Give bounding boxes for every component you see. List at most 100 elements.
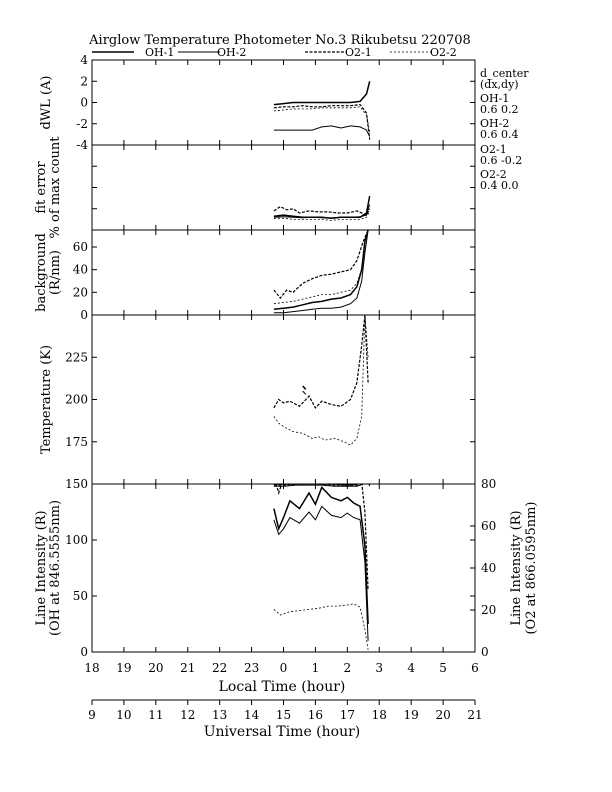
- x-tick-label: 5: [439, 661, 447, 675]
- series-line-oh-2: [273, 484, 371, 487]
- legend-label: O2-2: [430, 46, 457, 59]
- y-tick-label-right: 40: [481, 561, 496, 575]
- x-tick-label: 22: [212, 661, 227, 675]
- series-line-o2-1: [273, 315, 369, 409]
- series-line-oh-1: [302, 385, 307, 390]
- y-tick-label-right: 20: [481, 603, 496, 617]
- y-axis-label: (OH at 846.5555nm): [48, 500, 63, 636]
- x2-tick-label: 18: [372, 708, 387, 722]
- side-info-text: (dx,dy): [480, 78, 519, 91]
- x-tick-label: 2: [344, 661, 352, 675]
- y-tick-label: 150: [65, 477, 88, 491]
- y-axis-label: % of max count: [48, 136, 63, 239]
- x-tick-label: 4: [407, 661, 415, 675]
- panel-bg: 0 20 40 60 background (R/nm): [34, 229, 476, 322]
- y-tick-label: -2: [76, 117, 88, 131]
- x2-tick-label: 11: [148, 708, 163, 722]
- side-info-text: OH-1: [480, 92, 509, 105]
- y-tick-label-right: 80: [481, 477, 496, 491]
- y-axis-label: Line Intensity (R): [34, 510, 49, 625]
- legend-label: OH-2: [217, 46, 246, 59]
- side-info-text: OH-2: [480, 117, 509, 130]
- y-tick-label: 0: [80, 645, 88, 659]
- panel-temp: 175 200 225 Temperature (K): [39, 314, 476, 485]
- y-axis-label: dWL (A): [39, 76, 54, 130]
- x2-tick-label: 15: [276, 708, 291, 722]
- series-line-oh-1: [273, 486, 369, 625]
- y-tick-label: 50: [73, 589, 88, 603]
- side-info-text: 0.6 -0.2: [480, 154, 522, 167]
- panel-frame: [91, 59, 476, 146]
- x-axis-label: Local Time (hour): [219, 679, 346, 695]
- y-tick-label: 4: [80, 53, 88, 67]
- side-info-text: O2-2: [480, 168, 507, 181]
- panel-dwl: -4 -2 0 2 4 dWL (A): [39, 53, 476, 152]
- panel-fit: fit error% of max count: [34, 136, 476, 239]
- x-tick-label: 1: [312, 661, 320, 675]
- legend: OH-1 OH-2 O2-1 O2-2: [92, 46, 457, 59]
- y-tick-label-right: 60: [481, 519, 496, 533]
- x-tick-label: 6: [471, 661, 479, 675]
- side-info-text: 0.6 0.4: [480, 128, 518, 141]
- panel-frame: [91, 483, 476, 653]
- x2-tick-label: 20: [435, 708, 450, 722]
- y-tick-label: 0: [80, 308, 88, 322]
- x-axis-universal: 9 10 11 12 13 14 15 16 17 18 19 20 21: [88, 699, 483, 722]
- x-tick-label: 3: [375, 661, 383, 675]
- legend-label: OH-1: [145, 46, 174, 59]
- x-tick-label: 23: [244, 661, 259, 675]
- x-tick-label: 20: [148, 661, 163, 675]
- x-tick-label: 19: [116, 661, 131, 675]
- y-tick-label: 2: [80, 74, 88, 88]
- series-line-oh-2: [302, 390, 307, 395]
- y-tick-label: 175: [65, 435, 88, 449]
- side-info-text: 0.6 0.2: [480, 103, 518, 116]
- series-line-o2-2: [273, 315, 369, 446]
- panel-frame: [91, 314, 476, 485]
- x2-tick-label: 12: [180, 708, 195, 722]
- side-info: d_center(dx,dy)OH-10.6 0.2OH-20.6 0.4 O2-…: [480, 67, 529, 192]
- chart-title: Airglow Temperature Photometer No.3 Riku…: [88, 33, 471, 48]
- x2-tick-label: 17: [340, 708, 355, 722]
- series-line-oh-2: [273, 125, 371, 137]
- series-line-o2-2: [273, 603, 369, 650]
- side-info-text: 0.4 0.0: [480, 179, 518, 192]
- series-line-oh-2: [273, 505, 369, 641]
- x2-tick-label: 16: [308, 708, 323, 722]
- x2-tick-label: 21: [467, 708, 482, 722]
- y-tick-label-right: 0: [481, 645, 489, 659]
- series-line-o2-1: [273, 230, 369, 299]
- series-line-oh-1: [273, 81, 371, 106]
- x-tick-label: 21: [180, 661, 195, 675]
- series-line-oh-1: [273, 230, 369, 311]
- series-line-o2-2: [273, 210, 371, 221]
- y-axis-label-right: (O2 at 866.0595nm): [524, 501, 539, 634]
- x2-tick-label: 13: [212, 708, 227, 722]
- y-axis-label: background: [34, 233, 49, 312]
- y-tick-label: 200: [65, 393, 88, 407]
- series-line-o2-1: [273, 205, 371, 216]
- legend-label: O2-1: [345, 46, 372, 59]
- series-line-o2-1: [273, 103, 371, 140]
- y-axis-label-right: Line Intensity (R): [509, 510, 524, 625]
- y-tick-label: 0: [80, 96, 88, 110]
- side-info-text: d_center: [480, 67, 529, 80]
- y-tick-label: -4: [76, 138, 88, 152]
- y-tick-label: 225: [65, 350, 88, 364]
- x-tick-label: 0: [280, 661, 288, 675]
- series-line-oh-2: [273, 230, 369, 314]
- y-tick-label: 60: [73, 240, 88, 254]
- side-info-text: O2-1: [480, 143, 507, 156]
- x2-tick-label: 10: [116, 708, 131, 722]
- series-line-o2-2: [273, 106, 371, 133]
- x2-tick-label: 19: [404, 708, 419, 722]
- y-axis-label: Temperature (K): [39, 345, 54, 454]
- y-axis-label: fit error: [34, 161, 49, 214]
- plot-panels: -4 -2 0 2 4 dWL (A) fit error% of max count 0 20…: [34, 53, 539, 659]
- x2-axis-label: Universal Time (hour): [204, 724, 361, 740]
- x2-tick-label: 9: [88, 708, 96, 722]
- series-line-o2-2: [273, 230, 369, 305]
- x-axis-local: 18 19 20 21 22 23 0 1 2 3 4 5 6: [84, 661, 478, 675]
